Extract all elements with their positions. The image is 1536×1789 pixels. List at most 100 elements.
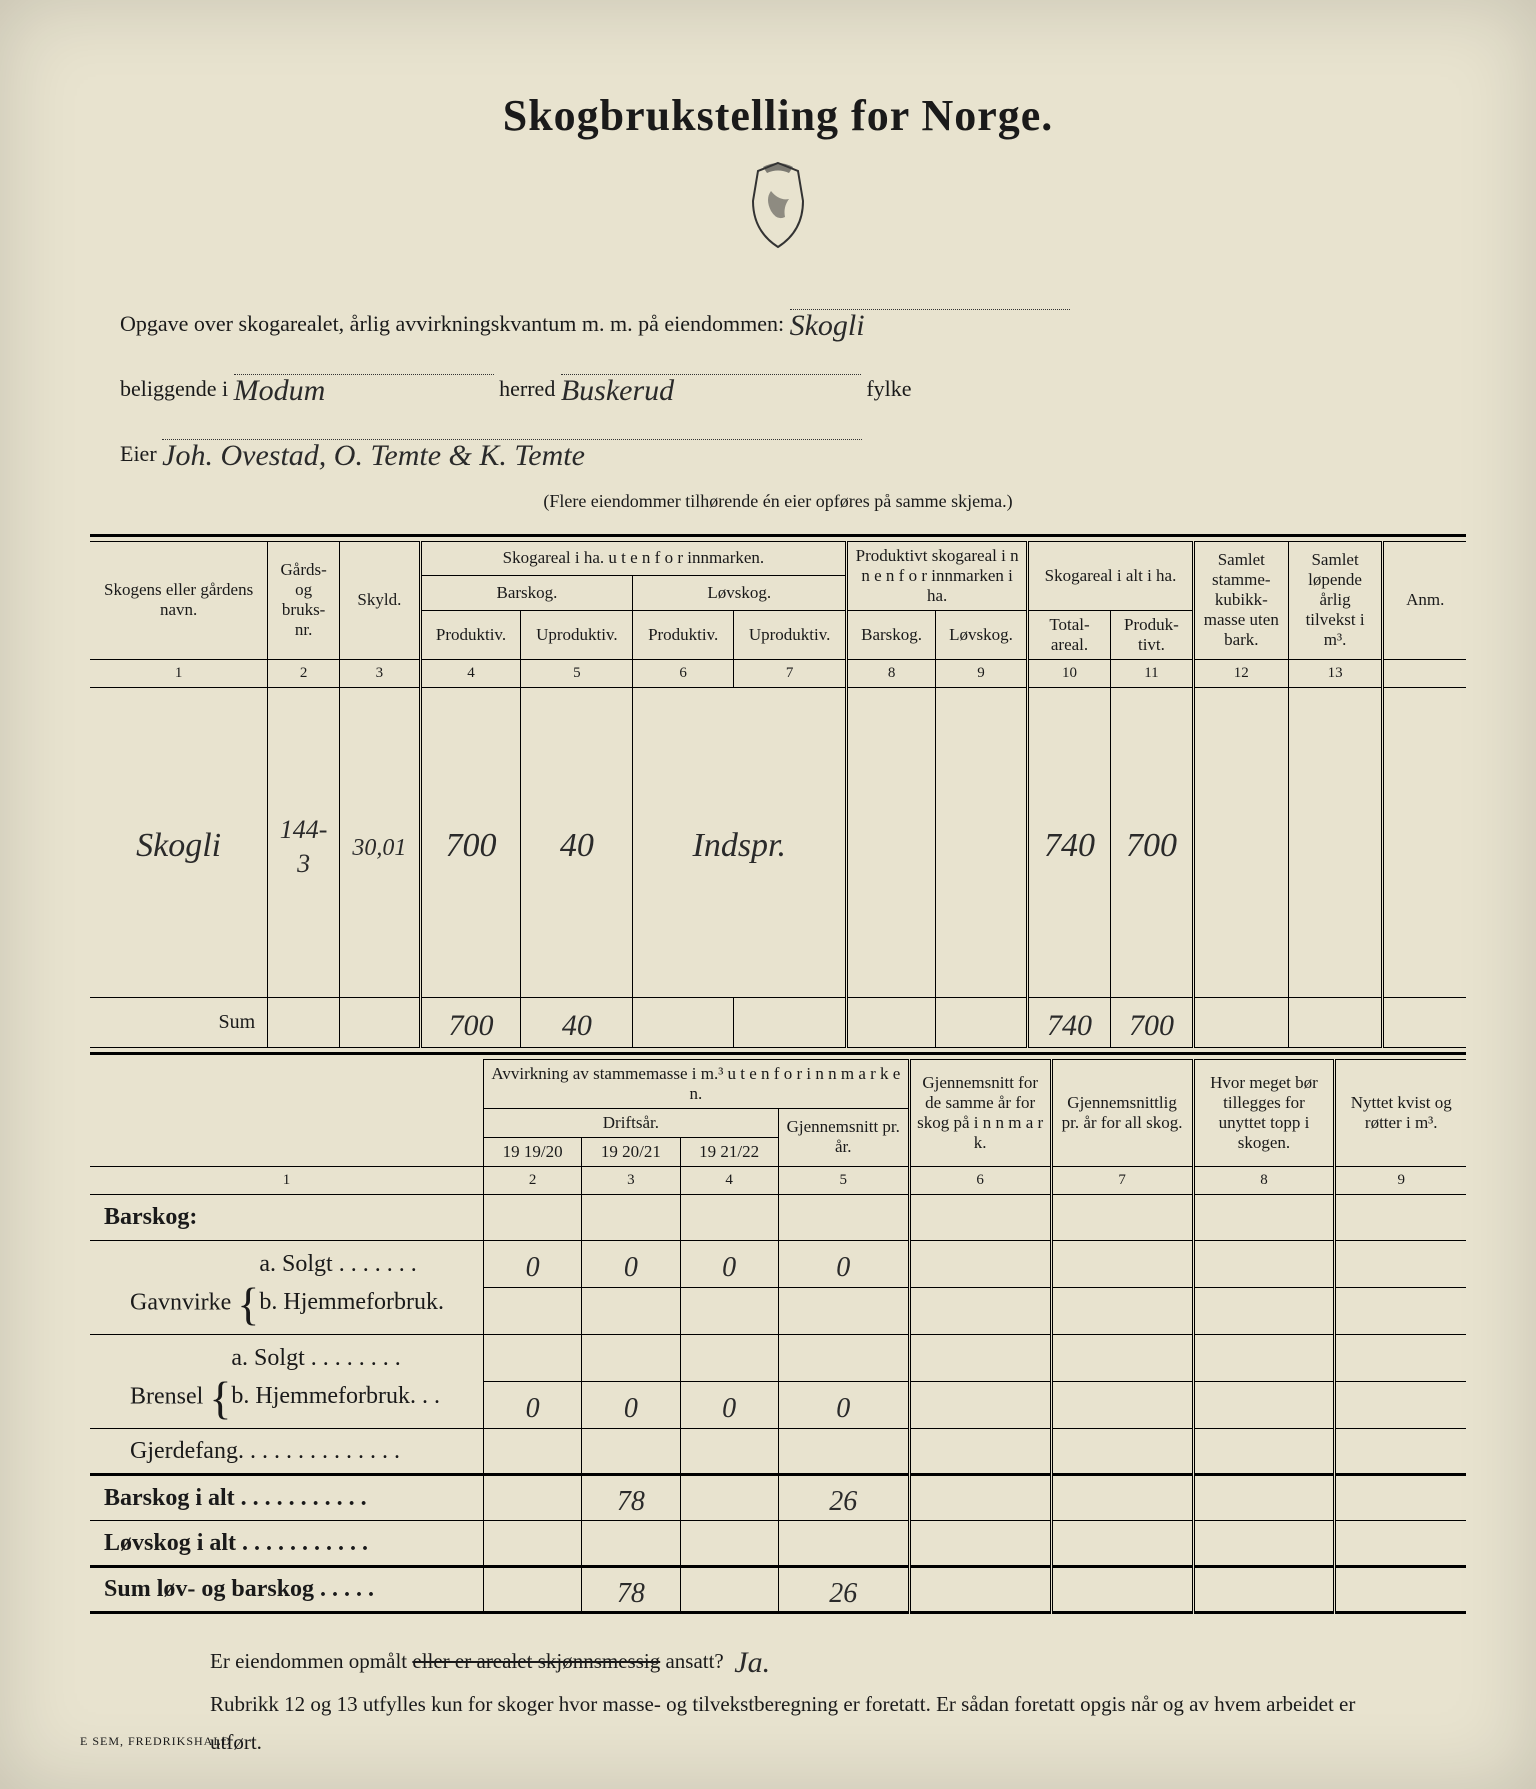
t2cn-4: 4 [680, 1166, 778, 1194]
t2h-c8: Hvor meget bør tillegges for unyttet top… [1193, 1059, 1335, 1166]
t1-navn: Skogli [136, 827, 221, 864]
t2cn-9: 9 [1335, 1166, 1466, 1194]
crest-icon [743, 161, 813, 251]
t2v-bh-2: 0 [624, 1393, 638, 1424]
t1cn-12: 12 [1193, 659, 1288, 687]
t2h-y1: 19 19/20 [484, 1137, 582, 1166]
t1cn-6: 6 [633, 659, 734, 687]
t1cn-4: 4 [420, 659, 521, 687]
t1cn-1: 1 [90, 659, 268, 687]
t1h-prod1: Produktiv. [420, 610, 521, 659]
t2l-gjerde: Gjerdefang. . . . . . . . . . . . . . [90, 1429, 484, 1475]
footer-answer: Ja. [734, 1646, 770, 1679]
t2l-sum: Sum løv- og barskog . . . . . [90, 1567, 484, 1613]
t1-total: 740 [1044, 827, 1095, 864]
footer-l1b: ansatt? [665, 1649, 723, 1673]
field-fylke: Buskerud [561, 374, 674, 407]
intro-line-3: Eier Joh. Ovestad, O. Temte & K. Temte [120, 416, 1436, 481]
t2cn-8: 8 [1193, 1166, 1335, 1194]
intro-line-2: beliggende i Modum herred Buskerud fylke [120, 351, 1436, 416]
footer-block: Er eiendommen opmålt eller er arealet sk… [210, 1632, 1356, 1762]
t2cn-6: 6 [909, 1166, 1051, 1194]
t2cn-5: 5 [778, 1166, 909, 1194]
t1h-skogareal-utenfor: Skogareal i ha. u t e n f o r innmarken. [420, 541, 847, 576]
t1-gnr: 144-3 [280, 815, 328, 878]
t2-header-row-1: Avvirkning av stammemasse i m.³ u t e n … [90, 1059, 1466, 1108]
t1-skyld: 30,01 [352, 835, 406, 861]
t1h-barskog: Barskog. [420, 576, 633, 611]
t1-header-row-1: Skogens eller gårdens navn. Gårds- og br… [90, 541, 1466, 576]
t2l-gavn-b: b. Hjemmeforbruk. [259, 1289, 444, 1315]
t2h-c9: Nyttet kvist og røtter i m³. [1335, 1059, 1466, 1166]
t2v-s-2: 78 [617, 1578, 645, 1609]
t2-row-gavn-solgt: Gavnvirke {a. Solgt . . . . . . .b. Hjem… [90, 1240, 1466, 1287]
t2v-gs-2: 0 [624, 1252, 638, 1283]
t2h-c7: Gjennemsnittlig pr. år for all skog. [1051, 1059, 1193, 1166]
intro-subnote: (Flere eiendommer tilhørende én eier opf… [120, 480, 1436, 523]
label-fylke: fylke [866, 376, 911, 401]
t2v-bh-3: 0 [722, 1393, 736, 1424]
t2-row-sum: Sum løv- og barskog . . . . . 78 26 [90, 1567, 1466, 1613]
t2v-gs-4: 0 [836, 1252, 850, 1283]
t2h-driftsar: Driftsår. [484, 1108, 779, 1137]
t1cn-13: 13 [1288, 659, 1383, 687]
t1s-prodbar: 700 [448, 1009, 493, 1042]
t1s-produktivt: 700 [1129, 1009, 1174, 1042]
t2cn-3: 3 [582, 1166, 680, 1194]
t2l-gavn-a: a. Solgt . . . . . . . [259, 1251, 416, 1277]
document-page: Skogbrukstelling for Norge. Opgave over … [0, 0, 1536, 1789]
page-title: Skogbrukstelling for Norge. [90, 90, 1466, 141]
t2cn-7: 7 [1051, 1166, 1193, 1194]
intro-line-1: Opgave over skogarealet, årlig avvirknin… [120, 286, 1436, 351]
t1h-lovskog: Løvskog. [633, 576, 847, 611]
t1-produktivt: 700 [1126, 827, 1177, 864]
t2v-bh-4: 0 [836, 1393, 850, 1424]
t1-sum-label: Sum [90, 997, 268, 1047]
t2v-bh-1: 0 [526, 1393, 540, 1424]
footer-line-1: Er eiendommen opmålt eller er arealet sk… [210, 1632, 1356, 1686]
t1cn-9: 9 [935, 659, 1027, 687]
t1cn-5: 5 [521, 659, 633, 687]
t1h-produktivt: Produk- tivt. [1110, 610, 1193, 659]
footer-l1a: Er eiendommen opmålt [210, 1649, 412, 1673]
t1s-total: 740 [1047, 1009, 1092, 1042]
t2l-bren-label: Brensel [130, 1383, 203, 1409]
t1h-ialt: Skogareal i alt i ha. [1028, 541, 1194, 610]
t2h-y2: 19 20/21 [582, 1137, 680, 1166]
t1cn-8: 8 [847, 659, 936, 687]
t1h-bar2: Barskog. [847, 610, 936, 659]
t2l-gavnvirke: Gavnvirke {a. Solgt . . . . . . .b. Hjem… [90, 1240, 484, 1334]
divider [90, 534, 1466, 537]
intro-l2-prefix: beliggende i [120, 376, 228, 401]
table-skogareal: Skogens eller gårdens navn. Gårds- og br… [90, 541, 1466, 1048]
t2l-gjerde-txt: Gjerdefang. . . . . . . . . . . . . . [130, 1438, 400, 1464]
t2-row-barskog: Barskog: [90, 1194, 1466, 1240]
t1h-lov2: Løvskog. [935, 610, 1027, 659]
t1cn-10: 10 [1028, 659, 1111, 687]
t2h-c6: Gjennemsnitt for de samme år for skog på… [909, 1059, 1051, 1166]
t1h-total: Total- areal. [1028, 610, 1111, 659]
t2-row-gjerdefang: Gjerdefang. . . . . . . . . . . . . . [90, 1429, 1466, 1475]
t2h-top: Avvirkning av stammemasse i m.³ u t e n … [484, 1059, 910, 1108]
t1cn-7: 7 [734, 659, 847, 687]
t2-colnum-row: 1 2 3 4 5 6 7 8 9 [90, 1166, 1466, 1194]
t2-row-lovskog-ialt: Løvskog i alt . . . . . . . . . . . [90, 1521, 1466, 1567]
t2v-bi-2: 78 [617, 1486, 645, 1517]
t2-row-brensel-solgt: Brensel {a. Solgt . . . . . . . .b. Hjem… [90, 1334, 1466, 1381]
field-eier: Joh. Ovestad, O. Temte & K. Temte [162, 439, 585, 472]
t1s-uprodbar: 40 [562, 1009, 592, 1042]
t1h-uprod2: Uproduktiv. [734, 610, 847, 659]
t2l-bren-a: a. Solgt . . . . . . . . [231, 1345, 400, 1371]
t1h-prod2: Produktiv. [633, 610, 734, 659]
t1h-gnr: Gårds- og bruks- nr. [268, 541, 340, 659]
printer-mark: E SEM, FREDRIKSHALD [80, 1734, 231, 1749]
t2l-gavn-label: Gavnvirke [130, 1289, 231, 1315]
t2l-barialt: Barskog i alt . . . . . . . . . . . [90, 1475, 484, 1521]
label-herred: herred [499, 376, 555, 401]
t2cn-1: 1 [90, 1166, 484, 1194]
t1-sum-row: Sum 700 40 740 700 [90, 997, 1466, 1047]
t2v-s-4: 26 [829, 1578, 857, 1609]
t1cn-3: 3 [340, 659, 421, 687]
t2l-barskog: Barskog: [90, 1194, 484, 1240]
t2v-gs-1: 0 [526, 1252, 540, 1283]
